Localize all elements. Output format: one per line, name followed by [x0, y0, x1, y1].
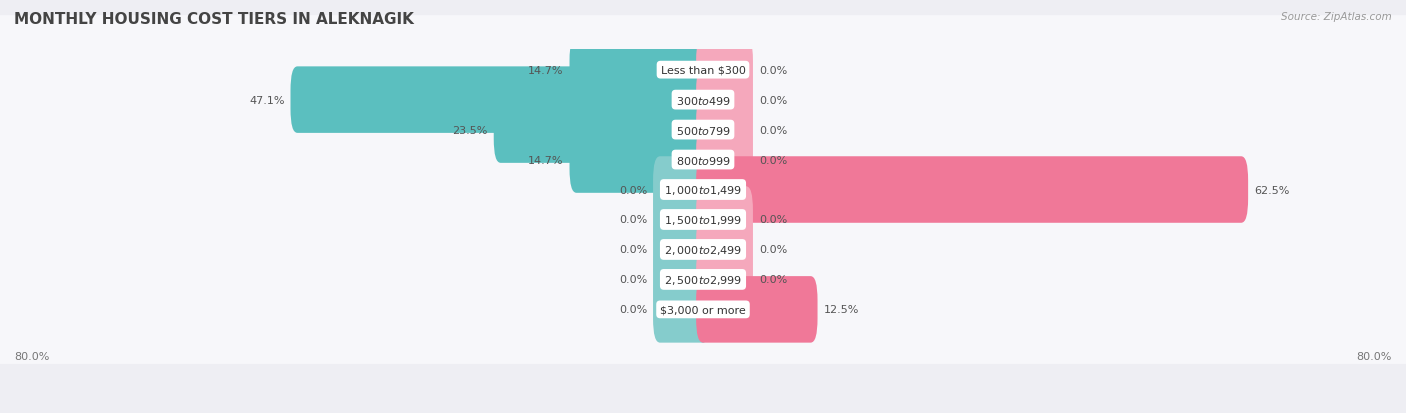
- FancyBboxPatch shape: [569, 127, 710, 193]
- Text: 23.5%: 23.5%: [453, 125, 488, 135]
- FancyBboxPatch shape: [696, 157, 1249, 223]
- Text: 0.0%: 0.0%: [759, 275, 787, 285]
- FancyBboxPatch shape: [0, 16, 1406, 125]
- FancyBboxPatch shape: [696, 247, 754, 313]
- Text: 0.0%: 0.0%: [619, 305, 647, 315]
- FancyBboxPatch shape: [0, 166, 1406, 274]
- Text: 0.0%: 0.0%: [759, 95, 787, 105]
- Text: 62.5%: 62.5%: [1254, 185, 1289, 195]
- Text: 47.1%: 47.1%: [249, 95, 284, 105]
- Text: $2,000 to $2,499: $2,000 to $2,499: [664, 243, 742, 256]
- FancyBboxPatch shape: [696, 187, 754, 253]
- Text: 0.0%: 0.0%: [759, 245, 787, 255]
- FancyBboxPatch shape: [0, 46, 1406, 155]
- FancyBboxPatch shape: [696, 67, 754, 133]
- Text: $1,000 to $1,499: $1,000 to $1,499: [664, 183, 742, 197]
- Text: 0.0%: 0.0%: [759, 66, 787, 76]
- Text: 0.0%: 0.0%: [619, 245, 647, 255]
- Text: 0.0%: 0.0%: [619, 275, 647, 285]
- FancyBboxPatch shape: [696, 276, 817, 343]
- FancyBboxPatch shape: [0, 255, 1406, 364]
- FancyBboxPatch shape: [652, 187, 710, 253]
- FancyBboxPatch shape: [291, 67, 710, 133]
- FancyBboxPatch shape: [0, 195, 1406, 304]
- FancyBboxPatch shape: [0, 76, 1406, 185]
- Text: $2,500 to $2,999: $2,500 to $2,999: [664, 273, 742, 286]
- Text: 0.0%: 0.0%: [759, 155, 787, 165]
- Text: $1,500 to $1,999: $1,500 to $1,999: [664, 214, 742, 226]
- Text: 0.0%: 0.0%: [759, 125, 787, 135]
- FancyBboxPatch shape: [0, 225, 1406, 334]
- FancyBboxPatch shape: [652, 217, 710, 283]
- FancyBboxPatch shape: [569, 37, 710, 104]
- FancyBboxPatch shape: [696, 127, 754, 193]
- Text: 14.7%: 14.7%: [529, 66, 564, 76]
- FancyBboxPatch shape: [652, 276, 710, 343]
- FancyBboxPatch shape: [0, 135, 1406, 244]
- Text: $800 to $999: $800 to $999: [675, 154, 731, 166]
- FancyBboxPatch shape: [652, 157, 710, 223]
- FancyBboxPatch shape: [696, 97, 754, 164]
- FancyBboxPatch shape: [696, 37, 754, 104]
- Text: Less than $300: Less than $300: [661, 66, 745, 76]
- FancyBboxPatch shape: [0, 106, 1406, 215]
- FancyBboxPatch shape: [696, 217, 754, 283]
- Text: 80.0%: 80.0%: [1357, 351, 1392, 361]
- Text: 80.0%: 80.0%: [14, 351, 49, 361]
- Text: $3,000 or more: $3,000 or more: [661, 305, 745, 315]
- Text: 12.5%: 12.5%: [824, 305, 859, 315]
- Text: 0.0%: 0.0%: [759, 215, 787, 225]
- Text: MONTHLY HOUSING COST TIERS IN ALEKNAGIK: MONTHLY HOUSING COST TIERS IN ALEKNAGIK: [14, 12, 413, 27]
- FancyBboxPatch shape: [652, 247, 710, 313]
- Text: $500 to $799: $500 to $799: [675, 124, 731, 136]
- Text: 14.7%: 14.7%: [529, 155, 564, 165]
- Text: 0.0%: 0.0%: [619, 215, 647, 225]
- Text: Source: ZipAtlas.com: Source: ZipAtlas.com: [1281, 12, 1392, 22]
- Text: $300 to $499: $300 to $499: [675, 95, 731, 107]
- Text: 0.0%: 0.0%: [619, 185, 647, 195]
- FancyBboxPatch shape: [494, 97, 710, 164]
